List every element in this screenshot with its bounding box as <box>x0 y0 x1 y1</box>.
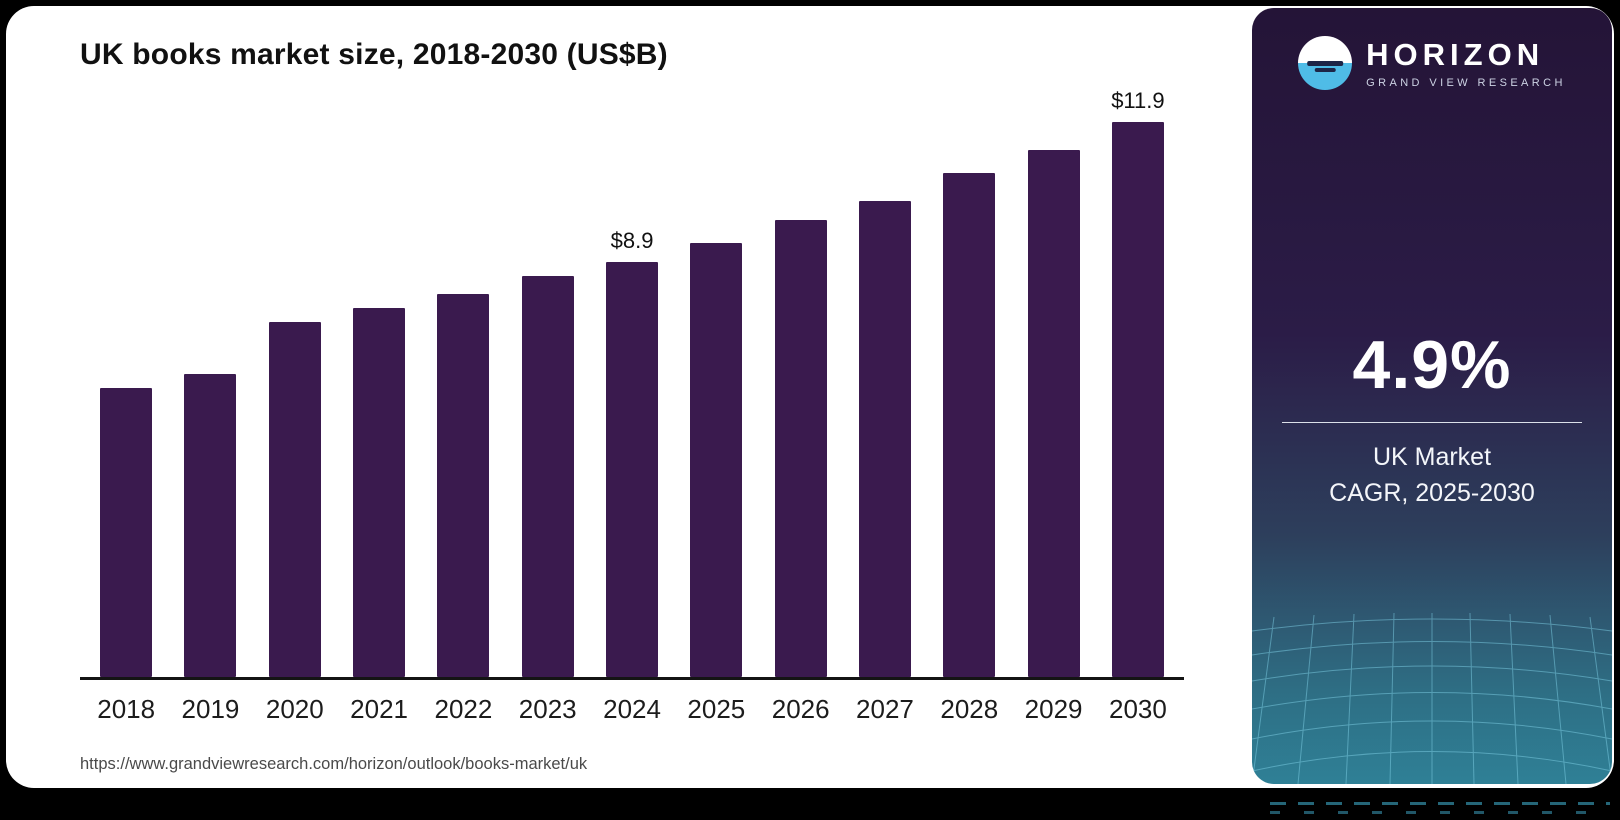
bottom-dashes-decoration <box>1270 802 1610 814</box>
bar-2029 <box>1027 150 1080 677</box>
bar-column-2029 <box>1011 80 1095 677</box>
x-tick-label-2020: 2020 <box>265 694 324 724</box>
mesh-decoration <box>1252 612 1612 784</box>
bar-column-2022 <box>421 80 505 677</box>
x-tick-label-2024: 2024 <box>603 694 661 724</box>
brand-text: HORIZON GRAND VIEW RESEARCH <box>1366 37 1566 89</box>
plot-area: $8.9 $11.9 2018 2019 2020 2021 2022 2023 2024 20… <box>80 80 1184 725</box>
bar-column-2024: $8.9 <box>590 80 674 677</box>
bar-2027 <box>858 201 911 677</box>
bar-column-2018 <box>84 80 168 677</box>
x-tick-label-2029: 2029 <box>1024 694 1083 724</box>
horizon-logo-icon <box>1298 36 1353 90</box>
x-tick-label-2021: 2021 <box>350 694 409 724</box>
source-url: https://www.grandviewresearch.com/horizo… <box>80 755 588 773</box>
bar-column-2021 <box>337 80 421 677</box>
bar-column-2023 <box>506 80 590 677</box>
brand-block: HORIZON GRAND VIEW RESEARCH <box>1252 36 1612 90</box>
bar-2021 <box>353 308 406 677</box>
bars-area: $8.9 $11.9 <box>80 80 1184 680</box>
sidebar: HORIZON GRAND VIEW RESEARCH 4.9% UK Mark… <box>1252 8 1612 784</box>
stat-block: 4.9% UK Market CAGR, 2025-2030 <box>1252 326 1612 512</box>
bar-2025 <box>690 243 743 677</box>
x-tick-label-2026: 2026 <box>771 694 830 724</box>
bar-column-2030: $11.9 <box>1096 80 1180 677</box>
bar-2028 <box>943 173 996 677</box>
x-tick-label-2022: 2022 <box>434 694 493 724</box>
stat-value: 4.9% <box>1352 327 1512 403</box>
bar-2022 <box>437 294 490 677</box>
bar-column-2019 <box>168 80 252 677</box>
bar-2019 <box>184 374 237 677</box>
bar-2020 <box>268 322 321 677</box>
x-tick-label-2027: 2027 <box>856 694 914 724</box>
bar-2026 <box>774 220 827 677</box>
bar-column-2025 <box>674 80 758 677</box>
bar-value-label-2030: $11.9 <box>1111 88 1165 113</box>
x-axis-labels: 2018 2019 2020 2021 2022 2023 2024 2025 2026 2027… <box>80 680 1184 725</box>
bar-2018 <box>100 388 153 677</box>
bar-column-2028 <box>927 80 1011 677</box>
x-tick-label-2019: 2019 <box>181 694 240 724</box>
x-tick-label-2025: 2025 <box>687 694 746 724</box>
bar-2023 <box>521 276 574 677</box>
bar-column-2027 <box>843 80 927 677</box>
bar-column-2026 <box>759 80 843 677</box>
stat-label-line1: UK Market <box>1372 443 1492 471</box>
bar-column-2020 <box>253 80 337 677</box>
chart-panel: UK books market size, 2018-2030 (US$B) $… <box>6 6 1250 788</box>
brand-subtitle: GRAND VIEW RESEARCH <box>1366 77 1566 89</box>
logo-stripe <box>1307 60 1343 66</box>
bar-2030 <box>1111 122 1164 677</box>
x-tick-label-2028: 2028 <box>940 694 999 724</box>
bar-2024 <box>606 262 659 677</box>
x-tick-label-2023: 2023 <box>518 694 577 724</box>
logo-stripe <box>1314 68 1336 73</box>
chart-title: UK books market size, 2018-2030 (US$B) <box>80 38 668 71</box>
x-tick-label-2018: 2018 <box>97 694 156 724</box>
x-tick-label-2030: 2030 <box>1108 694 1167 724</box>
stat-label-line2: CAGR, 2025-2030 <box>1329 479 1535 508</box>
brand-name: HORIZON <box>1366 37 1545 72</box>
bar-value-label-2024: $8.9 <box>610 228 654 253</box>
stat-divider <box>1282 422 1582 423</box>
